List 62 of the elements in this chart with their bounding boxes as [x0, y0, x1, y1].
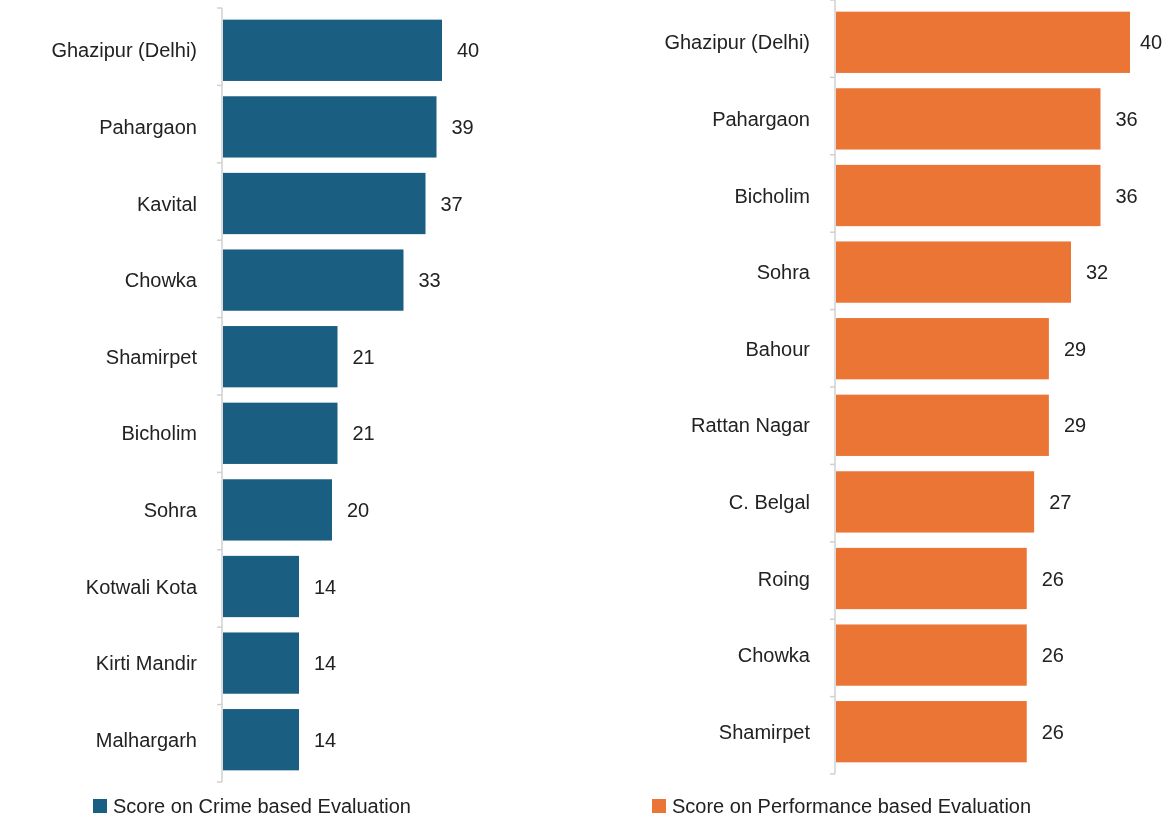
y-tick-label: Bicholim	[121, 422, 197, 445]
bar	[223, 402, 338, 464]
data-label: 14	[314, 652, 337, 675]
y-tick-label: Bicholim	[734, 184, 810, 207]
bar	[836, 701, 1027, 763]
y-tick-label: Ghazipur (Delhi)	[664, 31, 810, 54]
data-label: 27	[1049, 490, 1072, 513]
bar	[836, 394, 1049, 456]
bar	[223, 249, 404, 311]
data-label: 20	[347, 498, 370, 521]
bar	[836, 11, 1130, 73]
data-label: 21	[352, 345, 375, 368]
data-label: 37	[440, 192, 463, 215]
data-label: 29	[1063, 414, 1087, 437]
y-tick-label: Kavital	[136, 192, 197, 215]
bar	[223, 172, 426, 235]
y-tick-label: Sohra	[143, 498, 198, 521]
data-label: 14	[314, 575, 337, 598]
y-tick-label: Shamirpet	[718, 720, 811, 743]
data-label: 21	[352, 422, 375, 445]
bar	[836, 88, 1101, 150]
bar	[223, 96, 437, 158]
bar	[223, 555, 299, 618]
data-label: 32	[1086, 261, 1109, 284]
data-label: 14	[314, 728, 337, 751]
bar	[223, 479, 332, 541]
y-tick-label: Roing	[757, 567, 810, 590]
y-tick-label: Shamirpet	[105, 345, 198, 368]
bar	[223, 632, 299, 694]
data-label: 36	[1115, 107, 1138, 130]
bar	[836, 624, 1027, 686]
bar	[223, 19, 442, 81]
legend-label: Score on Crime based Evaluation	[113, 795, 411, 817]
data-label: 33	[418, 269, 441, 292]
y-tick-label: Ghazipur (Delhi)	[51, 39, 197, 62]
y-tick-label: Rattan Nagar	[691, 414, 811, 437]
y-tick-label: Kotwali Kota	[85, 575, 198, 598]
data-label: 40	[1140, 31, 1163, 54]
data-label: 39	[451, 115, 474, 138]
bar	[836, 164, 1101, 227]
bar	[836, 241, 1071, 303]
bar	[836, 547, 1027, 610]
data-label: 26	[1041, 567, 1064, 590]
y-tick-label: Pahargaon	[712, 107, 810, 130]
bar	[836, 318, 1049, 380]
y-tick-label: Kirti Mandir	[95, 652, 198, 675]
y-tick-label: C. Belgal	[728, 490, 810, 513]
y-tick-label: Bahour	[745, 337, 811, 360]
data-label: 36	[1115, 184, 1138, 207]
data-label: 29	[1063, 337, 1087, 360]
legend-label: Score on Performance based Evaluation	[672, 795, 1032, 817]
y-tick-label: Chowka	[124, 269, 198, 292]
y-tick-label: Chowka	[737, 644, 811, 667]
y-tick-label: Pahargaon	[99, 115, 197, 138]
y-tick-label: Sohra	[756, 261, 811, 284]
bar	[223, 709, 299, 771]
y-tick-label: Malhargarh	[95, 728, 197, 751]
bar	[836, 471, 1035, 533]
data-label: 26	[1041, 644, 1064, 667]
bar	[223, 326, 338, 388]
data-label: 40	[457, 39, 480, 62]
data-label: 26	[1041, 720, 1064, 743]
